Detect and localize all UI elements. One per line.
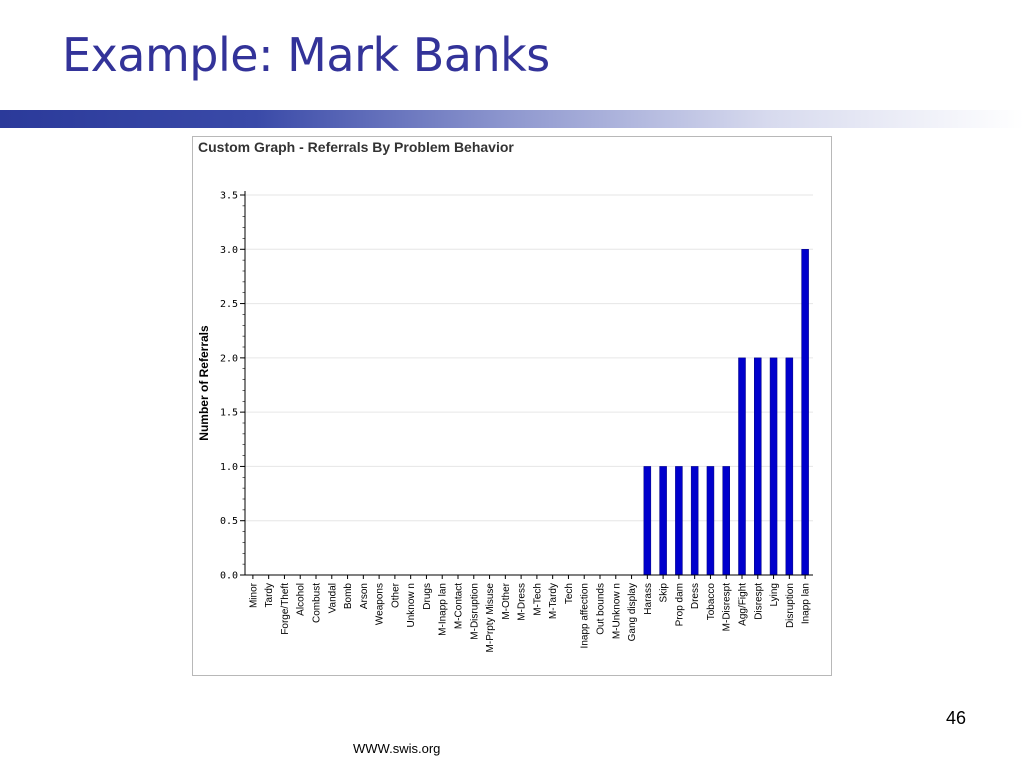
- x-tick-label: Lying: [769, 583, 780, 607]
- x-tick-label: Skip: [659, 583, 670, 603]
- y-tick-label: 3.5: [220, 191, 238, 202]
- x-tick-label: Forge/Theft: [280, 583, 291, 635]
- axes: [240, 191, 813, 579]
- bar: [706, 466, 715, 576]
- chart-title: Custom Graph - Referrals By Problem Beha…: [198, 139, 514, 155]
- bar: [769, 357, 778, 576]
- bar: [643, 466, 652, 576]
- x-tick-label: Tardy: [264, 583, 275, 607]
- x-tick-label: Other: [390, 582, 401, 608]
- slide-title: Example: Mark Banks: [62, 28, 550, 82]
- x-tick-label: Weapons: [375, 583, 386, 625]
- x-tick-label: Minor: [248, 582, 259, 608]
- page-number: 46: [945, 708, 966, 728]
- x-tick-label: Combust: [312, 583, 323, 623]
- y-tick-label: 0.5: [220, 516, 238, 527]
- x-tick-label: M-Prpty Misuse: [485, 583, 496, 653]
- x-tick-label: Tobacco: [706, 583, 717, 621]
- x-tick-label: Prop dam: [674, 583, 685, 626]
- x-tick-label: M-Disruption: [469, 583, 480, 640]
- y-tick-label: 1.5: [220, 408, 238, 419]
- bar: [754, 357, 762, 576]
- x-tick-label: Dress: [690, 583, 701, 609]
- bar: [738, 357, 746, 576]
- bar: [722, 466, 730, 576]
- x-tick-label: M-Tardy: [548, 583, 559, 619]
- x-tick-label: Disrespt: [753, 583, 764, 620]
- bar: [785, 357, 794, 576]
- x-tick-labels: Minor Tardy Forge/Theft Alcohol Combust Vanda…: [248, 582, 811, 652]
- grid-lines: [245, 194, 813, 522]
- y-axis-label: Number of Referrals: [197, 325, 211, 441]
- bar: [690, 466, 699, 576]
- bar: [801, 249, 809, 576]
- y-tick-labels: 0.0 0.5 1.0 1.5 2.0 2.5 3.0 3.5: [220, 191, 238, 582]
- x-tick-label: M-Contact: [454, 583, 465, 629]
- x-tick-label: M-Inapp lan: [438, 583, 449, 636]
- x-tick-label: M-Unknow n: [611, 583, 622, 639]
- x-tick-label: Out bounds: [596, 583, 607, 635]
- bar-chart: Custom Graph - Referrals By Problem Beha…: [197, 139, 813, 652]
- y-tick-label: 3.0: [220, 245, 238, 256]
- x-tick-label: Alcohol: [296, 583, 307, 616]
- y-tick-label: 0.0: [220, 571, 238, 582]
- title-gradient-rule: [0, 110, 1024, 128]
- footer-source: WWW.swis.org: [353, 741, 441, 756]
- x-tick-label: Drugs: [422, 583, 433, 610]
- x-tick-label: Unknow n: [406, 583, 417, 627]
- bars: [643, 249, 809, 576]
- y-tick-label: 1.0: [220, 462, 238, 473]
- x-tick-label: Harass: [643, 583, 654, 615]
- x-tick-label: M-Tech: [532, 583, 543, 616]
- bar: [659, 466, 667, 576]
- x-tick-label: Arson: [359, 583, 370, 609]
- y-tick-label: 2.0: [220, 353, 238, 364]
- x-tick-label: M-Dress: [517, 583, 528, 621]
- x-tick-label: Agg/Fight: [738, 583, 749, 626]
- x-tick-label: Inapp affection: [580, 583, 591, 648]
- bar: [675, 466, 683, 576]
- chart-frame: Custom Graph - Referrals By Problem Beha…: [192, 136, 832, 676]
- x-tick-label: Bomb: [343, 583, 354, 610]
- x-tick-label: Disruption: [785, 583, 796, 628]
- y-tick-label: 2.5: [220, 299, 238, 310]
- x-tick-label: Gang display: [627, 583, 638, 641]
- x-tick-label: M-Other: [501, 582, 512, 619]
- x-tick-label: Tech: [564, 583, 575, 604]
- x-tick-label: M-Disrespt: [722, 583, 733, 632]
- x-tick-label: Vandal: [327, 583, 338, 613]
- x-tick-label: Inapp lan: [801, 583, 812, 624]
